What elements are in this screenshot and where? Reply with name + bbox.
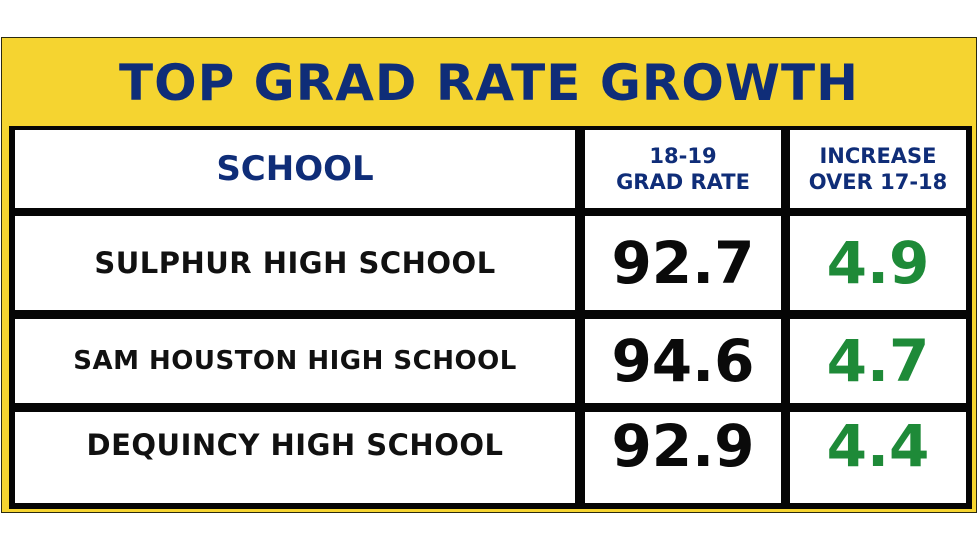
- header-grad-rate-line2: GRAD RATE: [616, 170, 750, 194]
- header-increase-line1: INCREASE: [819, 144, 937, 168]
- graphic-frame: TOP GRAD RATE GROWTH SCHOOL 18-19 GRAD R…: [1, 37, 977, 513]
- header-grad-rate-line1: 18-19: [649, 144, 717, 168]
- table-row-2-school: SAM HOUSTON HIGH SCHOOL: [15, 319, 575, 403]
- header-school: SCHOOL: [15, 130, 575, 208]
- table-row-1-grad-rate: 92.7: [585, 216, 781, 310]
- header-grad-rate: 18-19 GRAD RATE: [585, 130, 781, 208]
- table-row-1-school: SULPHUR HIGH SCHOOL: [15, 216, 575, 310]
- graphic-title: TOP GRAD RATE GROWTH: [119, 54, 859, 112]
- header-increase-line2: OVER 17-18: [808, 170, 948, 194]
- table-row-3-school: DEQUINCY HIGH SCHOOL: [15, 412, 575, 503]
- table-row-1-increase: 4.9: [790, 216, 966, 310]
- table-row-3-increase: 4.4: [790, 412, 966, 503]
- header-increase: INCREASE OVER 17-18: [790, 130, 966, 208]
- table-row-2-grad-rate: 94.6: [585, 319, 781, 403]
- table-row-3-grad-rate: 92.9: [585, 412, 781, 503]
- table-row-2-increase: 4.7: [790, 319, 966, 403]
- grad-rate-table: SCHOOL 18-19 GRAD RATE INCREASE OVER 17-…: [9, 126, 972, 509]
